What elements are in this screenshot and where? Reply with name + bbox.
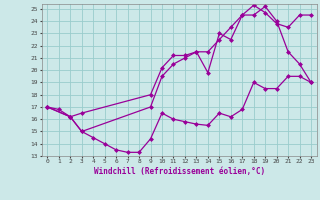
X-axis label: Windchill (Refroidissement éolien,°C): Windchill (Refroidissement éolien,°C) <box>94 167 265 176</box>
